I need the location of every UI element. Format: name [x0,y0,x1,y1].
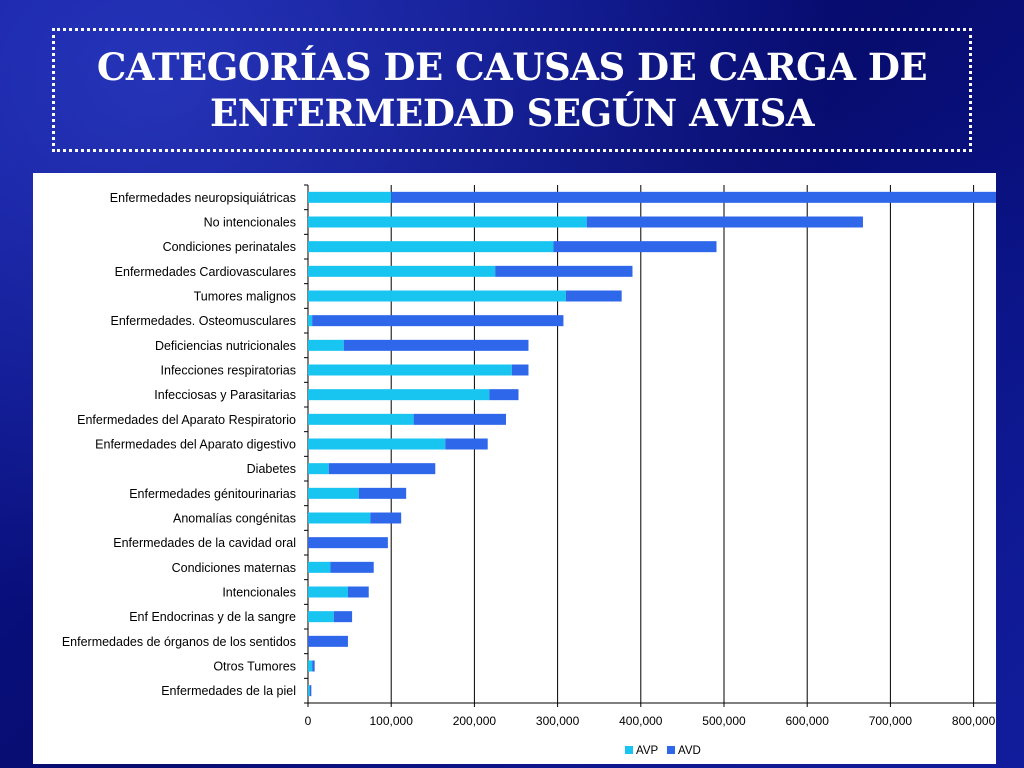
bar-avd [391,191,996,203]
bar-avd [308,537,388,549]
bar-avp [308,561,331,573]
x-tick-label: 300,000 [536,714,580,728]
bar-avd [312,660,315,672]
bar-avd [312,315,564,327]
x-tick-label: 0 [305,714,312,728]
bar-avp [308,660,313,672]
slide-title-line-1: CATEGORÍAS DE CAUSAS DE CARGA DE [96,45,928,89]
bar-avd [511,364,529,376]
bar-avp [308,216,587,228]
bar-avp [308,413,414,425]
bar-avp [308,315,313,327]
bar-avd [333,611,353,623]
bar-avp [308,191,392,203]
bar-avd [328,463,436,475]
bar-avd [586,216,863,228]
bar-avd [413,413,507,425]
x-tick-label: 500,000 [702,714,746,728]
bar-avp [308,611,334,623]
bar-avp [308,339,344,351]
legend-swatch-avp [625,746,633,754]
bar-avd [309,685,312,697]
category-label: Enfermedades de la cavidad oral [113,536,296,550]
category-label: Enf Endocrinas y de la sangre [129,610,296,624]
category-label: Enfermedades de la piel [161,684,296,698]
bar-avd [330,561,374,573]
category-label: Enfermedades del Aparato Respiratorio [77,413,296,427]
x-tick-label: 200,000 [453,714,497,728]
category-label: Condiciones maternas [172,561,296,575]
bar-avd [343,339,529,351]
category-label: Condiciones perinatales [163,240,296,254]
category-label: Infecciosas y Parasitarias [154,388,296,402]
bar-avd [553,241,717,253]
legend-label-avp: AVP [636,745,658,757]
x-tick-label: 100,000 [370,714,414,728]
bar-avp [308,290,566,302]
bar-avd [445,438,488,450]
slide-title-line-2: ENFERMEDAD SEGÚN AVISA [209,91,815,135]
legend-swatch-avd [667,746,675,754]
category-label: Infecciones respiratorias [161,364,296,378]
bar-avd [489,389,519,401]
bar-avd [347,586,369,598]
bar-avp [308,512,371,524]
category-label: Enfermedades del Aparato digestivo [95,438,296,452]
bar-avd [370,512,402,524]
x-tick-label: 800,000 [952,714,996,728]
x-tick-label: 400,000 [619,714,663,728]
category-label: Enfermedades génitourinarias [129,487,296,501]
bar-avp [308,438,446,450]
bar-avp [308,265,496,277]
chart-panel: 0 100,000 200,000 300,000 400,000 500,000 600,… [33,173,996,764]
category-label: Enfermedades Cardiovasculares [115,265,296,279]
bar-avp [308,364,512,376]
category-label: Enfermedades. Osteomusculares [110,314,296,328]
stacked-bar-chart: 0 100,000 200,000 300,000 400,000 500,000 600,… [62,184,996,757]
bar-avd [358,487,407,499]
legend-label-avd: AVD [678,745,701,757]
bar-avp [308,241,554,253]
bar-avd [308,635,348,647]
bar-avp [308,389,490,401]
category-label: Tumores malignos [194,290,296,304]
category-label: Anomalías congénitas [173,512,296,526]
category-label: Enfermedades de órganos de los sentidos [62,635,296,649]
category-label: Enfermedades neuropsiquiátricas [110,191,296,205]
bar-avp [308,463,329,475]
category-label: Otros Tumores [213,660,296,674]
x-tick-label: 600,000 [786,714,830,728]
category-label: No intencionales [204,216,296,230]
bar-avp [308,586,348,598]
category-label: Diabetes [247,462,296,476]
bar-avp [308,685,310,697]
slide-title-frame: CATEGORÍAS DE CAUSAS DE CARGA DE ENFERME… [52,28,972,152]
bar-avd [495,265,633,277]
x-tick-label: 700,000 [869,714,913,728]
bar-avd [565,290,622,302]
category-label: Intencionales [222,586,296,600]
bar-avp [308,487,359,499]
category-label: Deficiencias nutricionales [155,339,296,353]
